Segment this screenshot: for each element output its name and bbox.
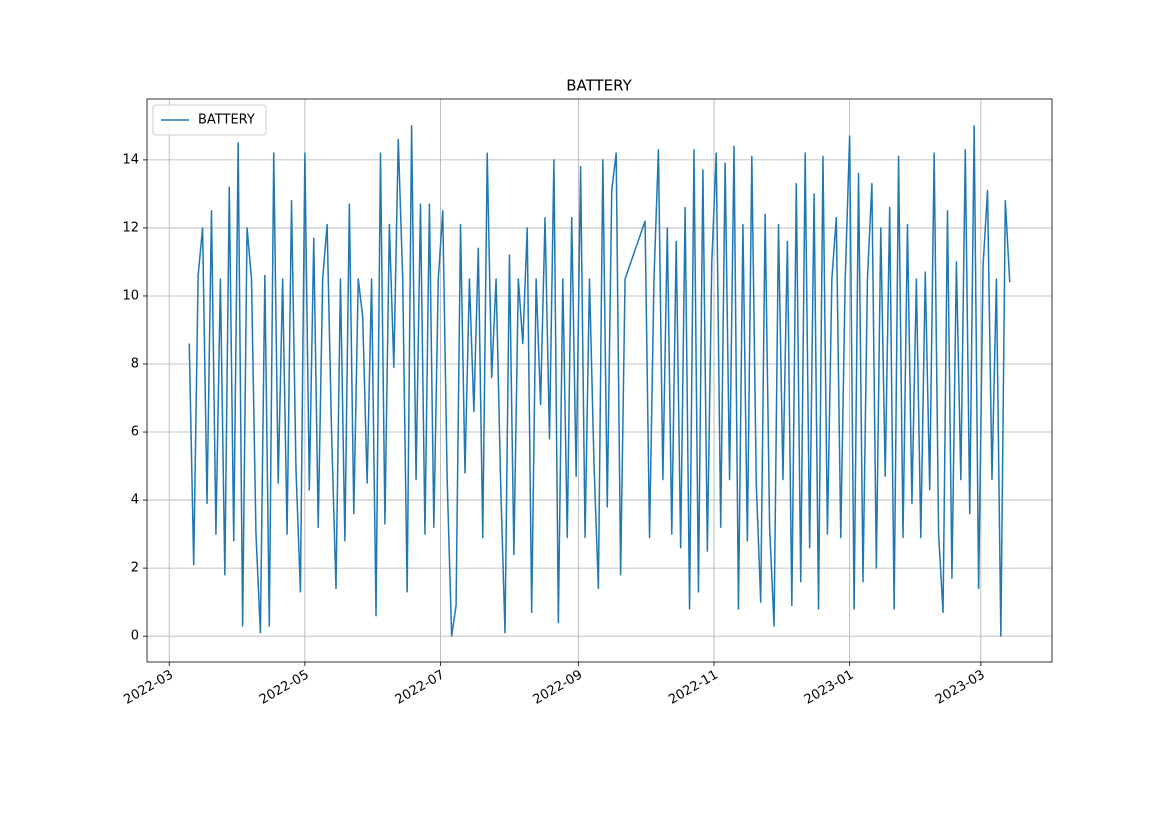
- data-line: [188, 125, 1011, 637]
- y-tick-label: 4: [131, 493, 139, 508]
- legend-box: [152, 104, 267, 136]
- y-tick-label: 12: [122, 220, 139, 235]
- y-tick-label: 0: [131, 629, 139, 644]
- chart-title: BATTERY: [566, 77, 632, 95]
- y-tick-label: 8: [131, 357, 139, 372]
- y-tick-label: 2: [131, 561, 139, 576]
- y-tick-label: 10: [122, 288, 139, 303]
- axes-frame: [146, 98, 1053, 663]
- legend-label: BATTERY: [198, 113, 255, 128]
- y-tick-label: 6: [131, 425, 139, 440]
- y-tick-label: 14: [122, 152, 139, 167]
